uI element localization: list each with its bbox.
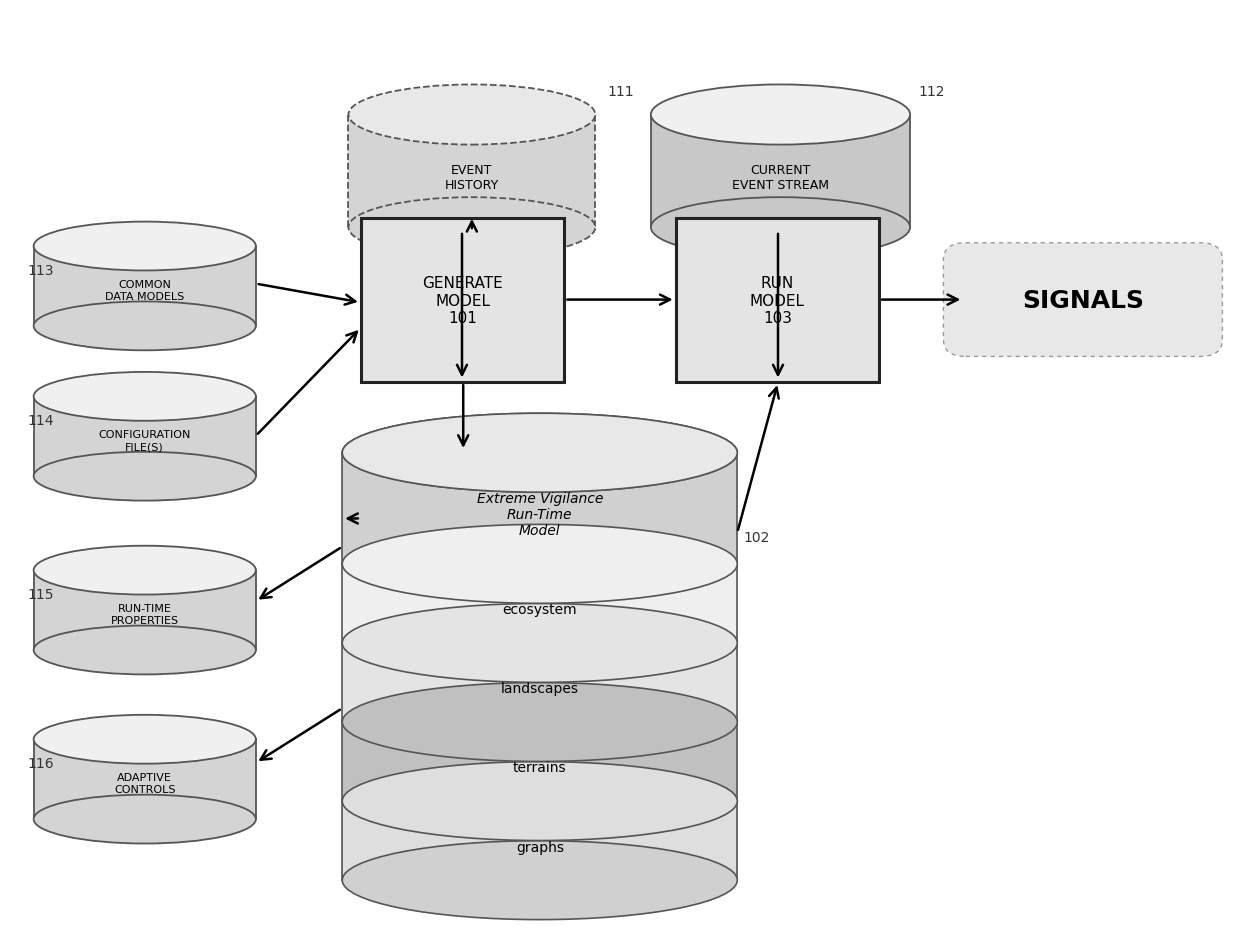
Text: landscapes: landscapes <box>501 682 579 696</box>
Ellipse shape <box>33 373 255 421</box>
Ellipse shape <box>342 525 738 603</box>
Bar <box>342 643 738 722</box>
Text: COMMON
DATA MODELS: COMMON DATA MODELS <box>105 279 185 301</box>
FancyBboxPatch shape <box>944 244 1223 357</box>
Ellipse shape <box>342 841 738 919</box>
Bar <box>342 453 738 565</box>
Bar <box>342 801 738 880</box>
Bar <box>33 570 255 650</box>
Bar <box>676 219 879 383</box>
Text: graphs: graphs <box>516 839 564 853</box>
Ellipse shape <box>33 547 255 595</box>
Text: 102: 102 <box>744 531 770 545</box>
Text: SIGNALS: SIGNALS <box>1022 288 1145 312</box>
Text: terrains: terrains <box>513 761 567 775</box>
Ellipse shape <box>651 198 910 258</box>
Text: 104: 104 <box>1066 343 1094 357</box>
Text: GENERATE
MODEL
101: GENERATE MODEL 101 <box>423 276 503 326</box>
Bar <box>33 396 255 477</box>
Ellipse shape <box>348 198 595 258</box>
Text: CURRENT
EVENT STREAM: CURRENT EVENT STREAM <box>732 163 830 192</box>
Text: 113: 113 <box>27 263 55 278</box>
Text: CONFIGURATION
FILE(S): CONFIGURATION FILE(S) <box>98 430 191 451</box>
Ellipse shape <box>348 85 595 145</box>
Bar <box>361 219 564 383</box>
Bar <box>342 722 738 801</box>
Ellipse shape <box>33 223 255 271</box>
Ellipse shape <box>33 715 255 764</box>
Text: RUN
MODEL
103: RUN MODEL 103 <box>750 276 805 326</box>
Ellipse shape <box>342 762 738 841</box>
Ellipse shape <box>342 413 738 493</box>
Bar <box>348 115 595 228</box>
Text: ecosystem: ecosystem <box>502 602 577 616</box>
Ellipse shape <box>33 626 255 675</box>
Ellipse shape <box>33 452 255 501</box>
Ellipse shape <box>342 604 738 683</box>
Ellipse shape <box>33 795 255 844</box>
Text: 111: 111 <box>608 85 635 99</box>
Ellipse shape <box>342 683 738 762</box>
Text: ADAPTIVE
CONTROLS: ADAPTIVE CONTROLS <box>114 772 176 794</box>
Text: EVENT
HISTORY: EVENT HISTORY <box>445 163 498 192</box>
Text: 115: 115 <box>27 587 55 601</box>
Text: 116: 116 <box>27 756 55 770</box>
Text: 112: 112 <box>919 85 945 99</box>
Text: RUN-TIME
PROPERTIES: RUN-TIME PROPERTIES <box>110 603 179 625</box>
Bar <box>651 115 910 228</box>
Ellipse shape <box>342 413 738 493</box>
Bar <box>33 739 255 819</box>
Bar <box>342 565 738 643</box>
Ellipse shape <box>651 85 910 145</box>
Text: 114: 114 <box>27 413 55 428</box>
Ellipse shape <box>33 302 255 351</box>
Text: Extreme Vigilance
Run-Time
Model: Extreme Vigilance Run-Time Model <box>476 492 603 538</box>
Bar <box>33 246 255 327</box>
